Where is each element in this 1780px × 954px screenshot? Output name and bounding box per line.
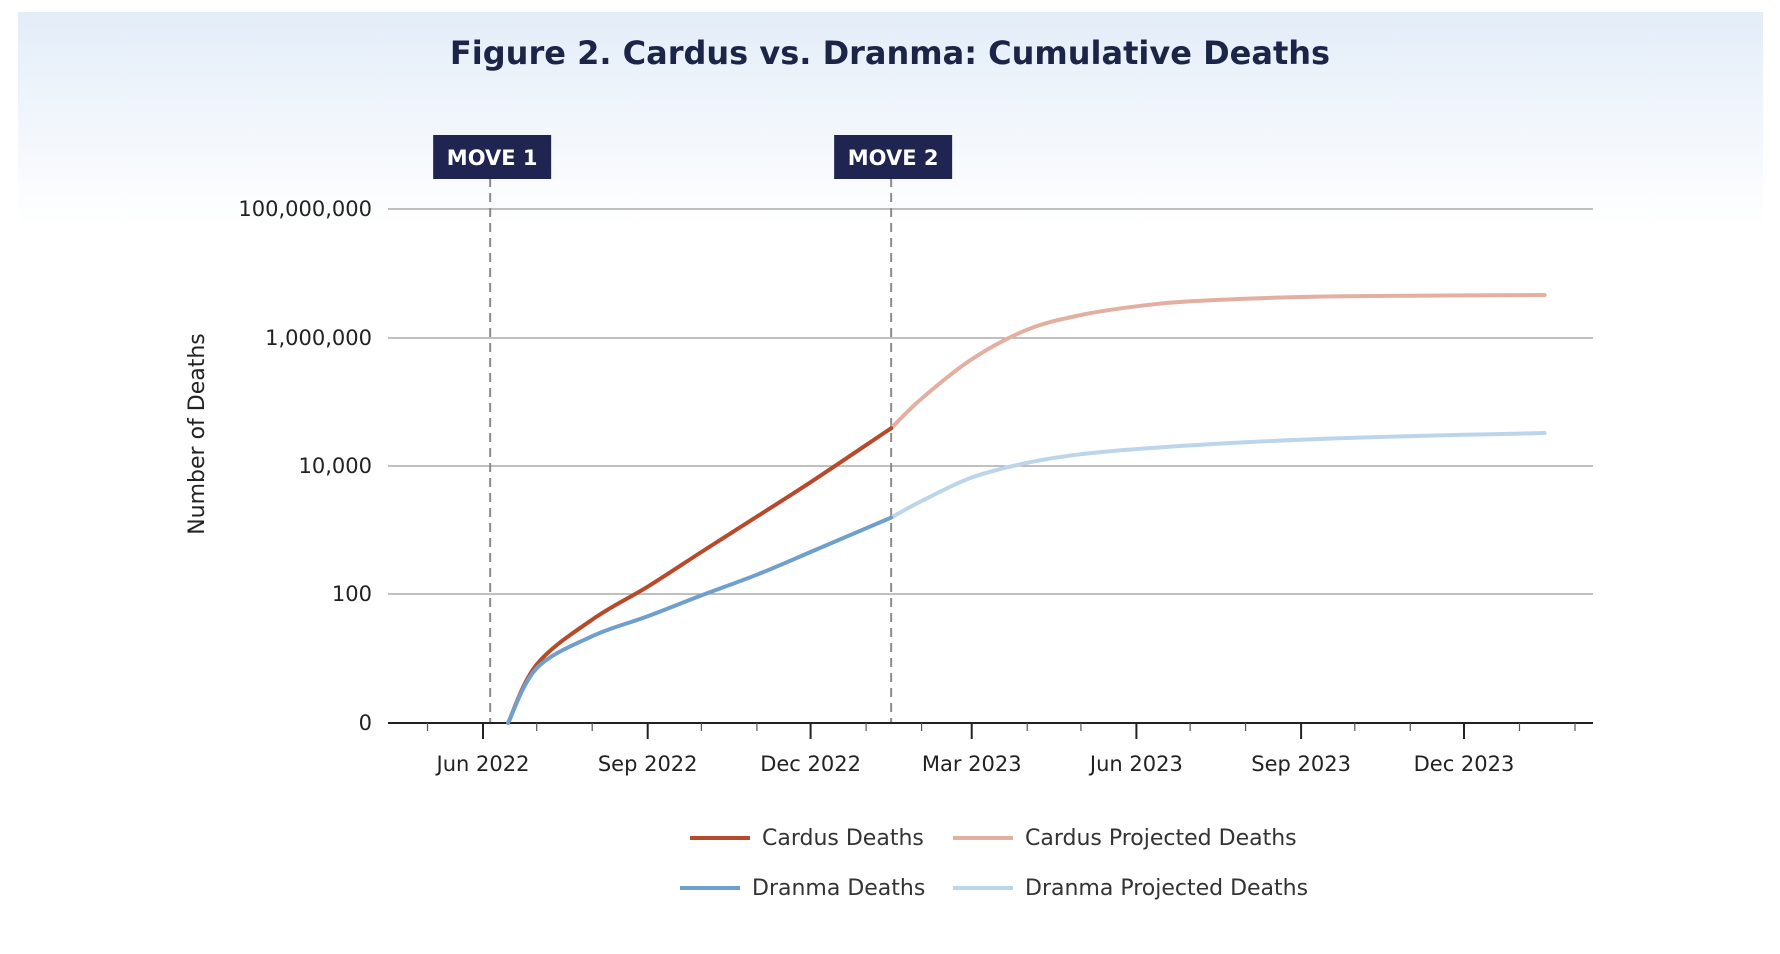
- y-tick-label: 1,000,000: [265, 326, 372, 350]
- legend-label: Cardus Deaths: [762, 826, 924, 851]
- series-line: [889, 431, 1547, 520]
- x-tick-label: Jun 2022: [435, 752, 530, 776]
- legend-label: Dranma Projected Deaths: [1025, 876, 1308, 901]
- legend: Cardus Deaths Cardus Projected Deaths Dran…: [680, 826, 1308, 901]
- y-axis-title: Number of Deaths: [185, 333, 210, 535]
- event-markers: MOVE 1 MOVE 2: [433, 135, 953, 723]
- x-tick-label: Sep 2022: [598, 752, 698, 776]
- legend-label: Cardus Projected Deaths: [1025, 826, 1297, 851]
- y-tick-label: 100: [332, 582, 372, 606]
- series-line: [889, 293, 1547, 431]
- event-label: MOVE 2: [848, 146, 939, 170]
- x-tick-label: Dec 2022: [760, 752, 861, 776]
- series-line: [506, 515, 894, 725]
- axes: 0 100 10,000 1,000,000 100,000,000 Jun 2022 Se…: [238, 197, 1593, 776]
- x-tick-label: Jun 2023: [1088, 752, 1183, 776]
- series-line: [506, 426, 894, 725]
- x-tick-label: Sep 2023: [1251, 752, 1351, 776]
- event-badge: [834, 135, 953, 179]
- y-tick-label: 100,000,000: [238, 197, 372, 221]
- chart-title: Figure 2. Cardus vs. Dranma: Cumulative …: [449, 34, 1331, 72]
- gridlines: [388, 208, 1593, 595]
- x-tick-label: Mar 2023: [922, 752, 1022, 776]
- event-label: MOVE 1: [447, 146, 538, 170]
- legend-label: Dranma Deaths: [752, 876, 925, 901]
- header-background: [18, 12, 1763, 227]
- y-tick-label: 0: [359, 711, 372, 735]
- x-tick-label: Dec 2023: [1414, 752, 1515, 776]
- event-badge: [433, 135, 552, 179]
- y-tick-label: 10,000: [299, 454, 372, 478]
- series-lines: [506, 293, 1547, 725]
